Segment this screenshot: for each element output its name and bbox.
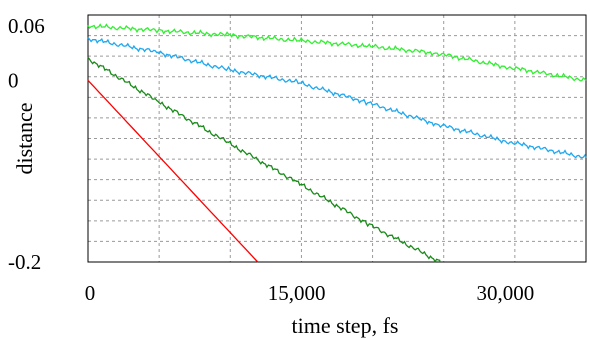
y-axis-label: distance (12, 102, 37, 174)
series-line-3 (87, 37, 587, 159)
grid (88, 15, 586, 262)
series-line-1 (87, 79, 259, 263)
x-axis-label: time step, fs (292, 313, 399, 338)
x-tick-label: 15,000 (268, 281, 326, 305)
y-tick-label: 0 (8, 68, 19, 92)
series-line-4 (87, 23, 587, 82)
series-line-2 (87, 56, 441, 263)
y-tick-label: 0.06 (8, 14, 45, 38)
plot-frame (87, 14, 587, 263)
series-lines (87, 23, 587, 263)
x-tick-label: 30,000 (476, 281, 534, 305)
x-tick-labels: 0 15,000 30,000 (85, 281, 534, 305)
y-tick-labels: 0.06 0 -0.2 (8, 14, 45, 274)
y-tick-label: -0.2 (8, 250, 41, 274)
x-tick-label: 0 (85, 281, 96, 305)
